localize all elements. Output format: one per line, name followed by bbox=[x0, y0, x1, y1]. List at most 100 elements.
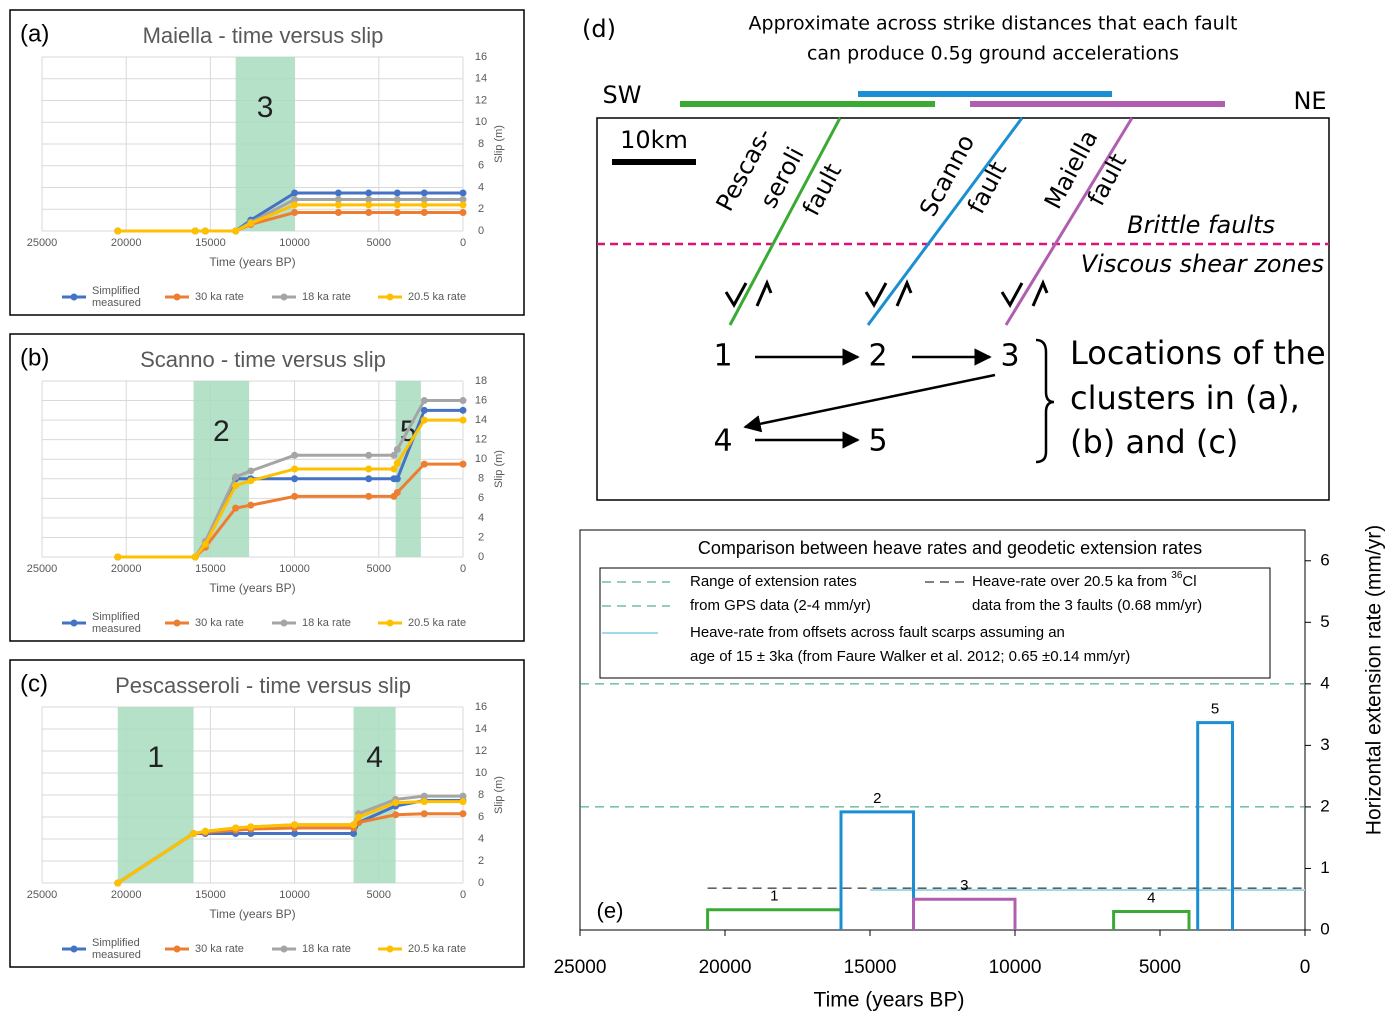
point bbox=[459, 406, 467, 414]
x-tick-label: 5000 bbox=[367, 889, 391, 901]
shear-sense bbox=[1000, 279, 1049, 308]
y-tick-label: 4 bbox=[1320, 673, 1329, 692]
point bbox=[390, 465, 398, 473]
x-tick-label: 10000 bbox=[279, 889, 310, 901]
y-tick-label: 2 bbox=[1320, 796, 1329, 815]
box-label: 1 bbox=[770, 888, 778, 905]
point bbox=[393, 201, 401, 209]
y-tick-label: 16 bbox=[475, 394, 487, 406]
point bbox=[191, 227, 199, 235]
point bbox=[114, 553, 122, 561]
legend-label: Simplified measured bbox=[92, 611, 141, 635]
cluster-band bbox=[395, 381, 421, 557]
point bbox=[393, 189, 401, 197]
rate-box bbox=[912, 897, 1017, 930]
point bbox=[365, 201, 373, 209]
point bbox=[334, 195, 342, 203]
point bbox=[393, 459, 401, 467]
shear-sense bbox=[864, 279, 913, 308]
point bbox=[291, 465, 299, 473]
legend-marker bbox=[386, 293, 394, 301]
y-tick-label: 14 bbox=[475, 414, 487, 426]
cluster-number: 2 bbox=[868, 339, 887, 374]
x-tick-label: 20000 bbox=[111, 563, 142, 575]
legend-label: 18 ka rate bbox=[302, 291, 351, 303]
legend-marker bbox=[280, 619, 288, 627]
y-tick-label: 1 bbox=[1320, 858, 1329, 877]
point bbox=[291, 821, 299, 829]
point bbox=[420, 416, 428, 424]
point bbox=[459, 189, 467, 197]
x-tick-label: 25000 bbox=[27, 237, 58, 249]
point bbox=[459, 195, 467, 203]
point bbox=[420, 397, 428, 405]
point bbox=[201, 827, 209, 835]
legend-marker bbox=[280, 293, 288, 301]
point bbox=[390, 451, 398, 459]
y-tick-label: 14 bbox=[475, 723, 487, 735]
legend-label: 18 ka rate bbox=[302, 943, 351, 955]
y-tick-label: 8 bbox=[478, 473, 484, 485]
sw-label: SW bbox=[603, 81, 642, 109]
x-axis-label: Time (years BP) bbox=[209, 907, 295, 921]
legend-text: Cl bbox=[1182, 573, 1196, 590]
x-axis-label: Time (years BP) bbox=[209, 581, 295, 595]
legend-text: Heave-rate over 20.5 ka from bbox=[972, 573, 1171, 590]
y-tick-label: 6 bbox=[478, 492, 484, 504]
x-axis-label: Time (years BP) bbox=[209, 255, 295, 269]
point bbox=[190, 830, 198, 837]
layer-label: Brittle faults bbox=[1127, 211, 1275, 239]
box-label: 5 bbox=[1211, 701, 1219, 718]
rate-box bbox=[1112, 910, 1191, 930]
point bbox=[459, 798, 467, 806]
x-tick-label: 5000 bbox=[1139, 957, 1181, 978]
legend-marker bbox=[386, 945, 394, 953]
y-axis-label: Slip (m) bbox=[493, 776, 505, 814]
y-tick-label: 5 bbox=[1320, 612, 1329, 631]
point bbox=[420, 798, 428, 806]
brace bbox=[1035, 338, 1055, 464]
legend-label: Heave-rate over 20.5 ka from 36Cl bbox=[972, 570, 1197, 590]
legend-text: age of 15 ± 3ka (from Faure Walker et al… bbox=[690, 648, 1130, 665]
point bbox=[365, 465, 373, 473]
point bbox=[191, 553, 199, 561]
legend-marker bbox=[173, 945, 181, 953]
point bbox=[291, 475, 299, 483]
y-tick-label: 10 bbox=[475, 116, 487, 128]
shear-sense bbox=[724, 279, 773, 308]
x-tick-label: 25000 bbox=[27, 889, 58, 901]
point bbox=[350, 830, 358, 837]
legend-label: 30 ka rate bbox=[195, 943, 244, 955]
legend-label: Simplified measured bbox=[92, 285, 141, 309]
x-tick-label: 0 bbox=[1300, 957, 1311, 978]
point bbox=[393, 445, 401, 453]
point bbox=[420, 792, 428, 800]
x-tick-label: 0 bbox=[460, 563, 466, 575]
caption: (b) and (c) bbox=[1070, 423, 1238, 461]
panel-label: (a) bbox=[20, 20, 49, 47]
x-tick-label: 10000 bbox=[279, 563, 310, 575]
panel-label: (e) bbox=[597, 898, 624, 923]
y-axis-label: Slip (m) bbox=[493, 450, 505, 488]
point bbox=[247, 501, 255, 509]
band-label: 4 bbox=[366, 741, 383, 774]
point bbox=[365, 209, 373, 217]
point bbox=[232, 473, 240, 481]
y-tick-label: 16 bbox=[475, 701, 487, 713]
y-tick-label: 6 bbox=[1320, 550, 1329, 569]
panel-label: (c) bbox=[20, 670, 48, 697]
point bbox=[420, 209, 428, 217]
point bbox=[459, 416, 467, 424]
point bbox=[291, 209, 299, 217]
legend-label: 20.5 ka rate bbox=[408, 291, 467, 303]
x-tick-label: 0 bbox=[460, 889, 466, 901]
x-axis-label: Time (years BP) bbox=[814, 989, 965, 1012]
legend-label: 30 ka rate bbox=[195, 291, 244, 303]
y-tick-label: 8 bbox=[478, 138, 484, 150]
y-tick-label: 0 bbox=[478, 551, 484, 563]
diagram-title: can produce 0.5g ground accelerations bbox=[807, 43, 1179, 65]
legend-frame bbox=[599, 567, 1271, 679]
point bbox=[420, 195, 428, 203]
